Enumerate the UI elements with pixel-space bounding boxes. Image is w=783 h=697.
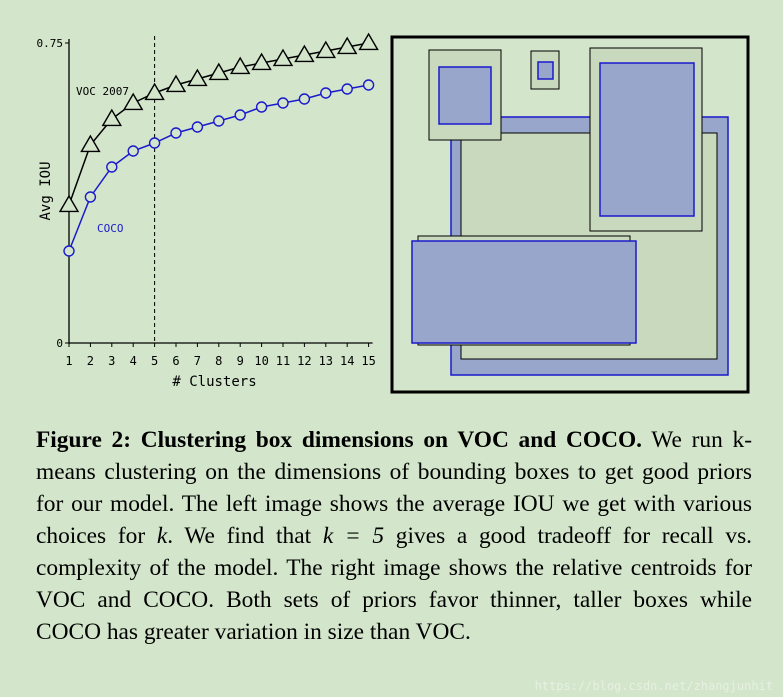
coco-circle-marker — [362, 79, 375, 91]
x-tick-label: 2 — [87, 354, 94, 368]
x-axis-label: # Clusters — [172, 374, 256, 390]
coco-circle-marker — [213, 115, 225, 127]
caption-math-k: k — [156, 523, 168, 549]
chart-axes — [65, 36, 373, 347]
voc-triangle-marker — [165, 74, 187, 93]
x-tick-label: 14 — [340, 354, 354, 368]
x-tick-label: 9 — [237, 354, 244, 368]
y-axis-label: Avg IOU — [38, 161, 54, 220]
voc-triangle-marker — [336, 36, 358, 55]
voc-triangle-marker — [272, 48, 294, 67]
figure-caption: Figure 2: Clustering box dimensions on V… — [36, 424, 752, 648]
x-tick-label: 5 — [151, 354, 158, 368]
caption-text-1: We run k-means clustering on the dimensi… — [36, 427, 752, 549]
coco-circle-marker — [234, 109, 246, 121]
voc-triangle-marker — [187, 68, 208, 87]
coco-circle-marker — [106, 161, 118, 173]
watermark: https://blog.csdn.net/zhangjunhit — [534, 679, 773, 693]
coco-circle-marker — [170, 127, 182, 139]
x-tick-label: 10 — [254, 354, 268, 368]
x-tick-label: 6 — [172, 354, 179, 368]
voc-triangle-marker — [208, 62, 230, 81]
voc-triangle-marker — [294, 44, 315, 63]
voc-triangle-marker — [80, 134, 101, 153]
caption-text-3: gives a good tradeoff for recall vs. com… — [36, 523, 753, 645]
x-tick-label: 13 — [319, 354, 333, 368]
x-tick-label: 1 — [65, 354, 72, 368]
voc-triangle-marker — [101, 108, 123, 127]
x-tick-label: 3 — [108, 354, 115, 368]
x-tick-label: 7 — [194, 354, 201, 368]
cluster-centroids-diagram — [390, 35, 750, 394]
voc-triangle-marker — [315, 40, 337, 59]
voc-triangle-marker — [229, 56, 251, 75]
chart-text: 00.751 2 3 4 5 6 7 8 9 10 11 12 13 14 15# ClustersAvg … — [37, 37, 376, 390]
caption-text-2: . We find that — [167, 523, 323, 549]
coco-circle-marker — [341, 83, 353, 95]
coco-box-small — [537, 61, 554, 80]
centroids-frame — [390, 35, 750, 394]
x-tick-label: 12 — [297, 354, 311, 368]
chart-marks — [58, 32, 379, 257]
voc-box-small — [530, 50, 560, 90]
voc-series-label: VOC 2007 — [76, 85, 129, 98]
coco-circle-marker — [148, 137, 161, 149]
coco-box-medium — [438, 66, 492, 125]
figure-label: Figure 2: — [36, 427, 132, 453]
x-tick-label: 15 — [361, 354, 375, 368]
coco-box-tall — [599, 62, 695, 217]
figure-title: Clustering box dimensions on VOC and COC… — [140, 427, 643, 453]
coco-circle-marker — [84, 191, 97, 203]
coco-circle-marker — [277, 97, 289, 109]
coco-circle-marker — [63, 245, 75, 257]
coco-box-wide — [411, 240, 637, 344]
voc-triangle-marker — [251, 52, 272, 71]
x-tick-label: 8 — [215, 354, 222, 368]
voc-triangle-marker — [58, 194, 80, 213]
voc-triangle-marker — [122, 92, 144, 111]
caption-math-k-equals-5: k = 5 — [322, 523, 385, 549]
y-tick-label: 0.75 — [37, 37, 64, 50]
coco-series-label: COCO — [97, 222, 124, 235]
x-tick-label: 4 — [130, 354, 137, 368]
coco-circle-marker — [191, 121, 204, 133]
coco-circle-marker — [298, 93, 311, 105]
coco-circle-marker — [127, 145, 139, 157]
voc-triangle-marker — [144, 82, 165, 101]
avg-iou-chart: 00.751 2 3 4 5 6 7 8 9 10 11 12 13 14 15# ClustersAvg … — [37, 32, 379, 390]
voc-triangle-marker — [358, 32, 379, 51]
x-tick-label: 11 — [276, 354, 290, 368]
y-tick-label: 0 — [56, 337, 63, 350]
coco-circle-marker — [320, 87, 332, 99]
coco-circle-marker — [255, 101, 268, 113]
